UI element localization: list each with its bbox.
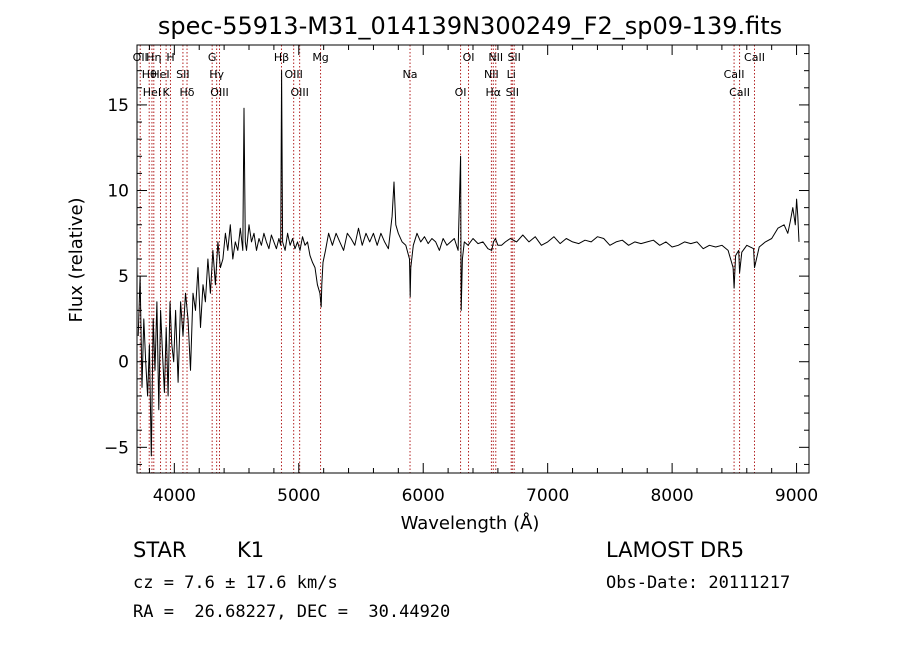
line-marker-label: OIII [290,86,308,99]
line-marker-label: HeI [143,86,161,99]
x-tick-label: 8000 [650,486,693,506]
line-marker-label: CaII [744,51,765,64]
y-tick-label: −5 [104,438,129,458]
line-marker-label: CaII [729,86,750,99]
line-marker-label: HeI [151,68,169,81]
survey-name: LAMOST DR5 [606,538,745,562]
object-class: STAR [133,538,187,562]
y-axis-ticks: −5 0 5 10 15 [104,53,809,465]
x-tick-label: 5000 [277,486,320,506]
line-marker-label: NII [488,51,503,64]
line-marker-label: Hα [486,86,502,99]
line-marker-label: SII [506,86,519,99]
line-marker-label: Mg [312,51,328,64]
spectrum-series [137,70,800,457]
y-tick-label: 0 [118,353,129,373]
y-tick-label: 15 [107,96,129,116]
line-marker-label: K [163,86,171,99]
line-marker-label: Na [403,68,418,81]
y-tick-label: 5 [118,267,129,287]
spectrum-line [137,70,800,457]
line-marker-label: NII [484,68,499,81]
line-marker-label: SII [507,51,520,64]
line-marker-label: Hβ [274,51,289,64]
y-tick-label: 10 [107,182,129,202]
observation-date: Obs-Date: 20111217 [606,573,791,593]
plot-frame [136,44,810,474]
object-subclass: K1 [237,538,265,562]
line-marker-label: OIII [284,68,302,81]
line-marker-label: Hδ [180,86,195,99]
x-tick-label: 9000 [775,486,818,506]
line-marker-label: OII [133,51,148,64]
line-marker-label: Hη [146,51,161,64]
x-axis-ticks: 4000 5000 6000 7000 8000 9000 [148,45,818,506]
line-marker-label: Hθ [142,68,157,81]
x-tick-label: 6000 [402,486,445,506]
line-marker-label: OI [463,51,475,64]
redshift-velocity: cz = 7.6 ± 17.6 km/s [133,573,338,593]
chart-title: spec-55913-M31_014139N300249_F2_sp09-139… [158,12,782,40]
y-axis-label: Flux (relative) [66,197,87,322]
line-marker-label: OIII [210,86,228,99]
spectral-line-labels: OIIHθHeIHηHeIKHSIIHδGHγOIIIHβOIIIOIIIMgN… [133,51,765,99]
line-marker-label: Li [507,68,516,81]
ra-dec-coordinates: RA = 26.68227, DEC = 30.44920 [133,602,451,622]
x-tick-label: 7000 [526,486,569,506]
line-marker-label: H [166,51,174,64]
line-marker-label: G [208,51,217,64]
x-tick-label: 4000 [153,486,196,506]
line-marker-label: SII [176,68,189,81]
line-marker-label: Hγ [209,68,224,81]
x-axis-label: Wavelength (Å) [401,512,540,534]
line-marker-label: CaII [724,68,745,81]
line-marker-label: OI [455,86,467,99]
